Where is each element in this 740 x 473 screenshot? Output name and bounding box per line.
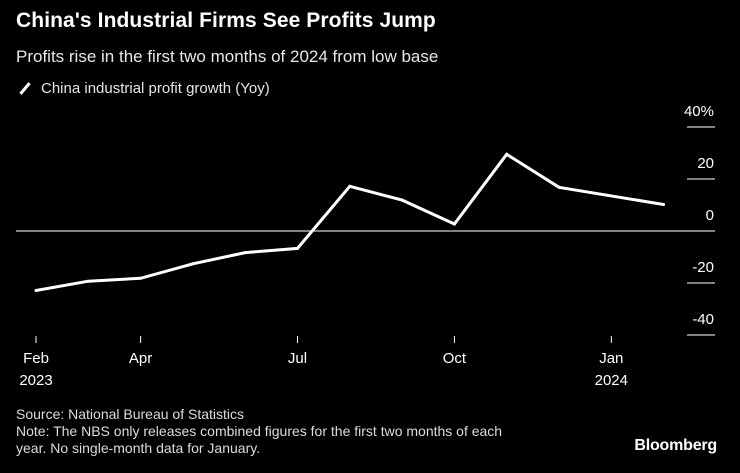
data-point <box>452 222 456 226</box>
x-tick-year-label: 2024 <box>595 372 628 389</box>
note-line-2: year. No single-month data for January. <box>16 440 261 456</box>
data-point <box>662 203 666 206</box>
bloomberg-logo: Bloomberg <box>634 437 717 454</box>
source-text: Source: National Bureau of Statistics <box>16 406 245 422</box>
data-point <box>348 184 352 188</box>
y-tick-label: 0 <box>706 207 714 224</box>
data-point <box>557 185 561 189</box>
y-tick-label: 40% <box>684 103 714 120</box>
data-point <box>400 198 404 202</box>
x-tick-label: Feb <box>23 350 49 367</box>
data-point <box>86 279 90 283</box>
chart-title: China's Industrial Firms See Profits Jum… <box>16 9 436 32</box>
data-point <box>139 276 143 280</box>
data-point <box>191 262 195 266</box>
x-tick-year-label: 2023 <box>19 372 52 389</box>
data-point <box>243 251 247 255</box>
chart-subtitle: Profits rise in the first two months of … <box>16 47 439 66</box>
footer: Source: National Bureau of Statistics No… <box>16 406 502 457</box>
x-tick-label: Jan <box>599 350 623 367</box>
x-tick-label: Jul <box>288 350 307 367</box>
line-chart: 40% 20 0 -20 -40 Feb 2023 Apr Jul Oct Jan 2024 <box>16 103 715 389</box>
y-tick-label: 20 <box>697 155 714 172</box>
x-tick-label: Oct <box>443 350 467 367</box>
data-point <box>296 246 299 250</box>
note-line-1: Note: The NBS only releases combined fig… <box>16 423 503 439</box>
y-tick-label: -40 <box>692 311 714 328</box>
legend: China industrial profit growth (Yoy) <box>16 80 270 97</box>
series-line <box>35 152 664 292</box>
x-tick-label: Apr <box>129 350 152 367</box>
legend-label: China industrial profit growth (Yoy) <box>41 80 270 97</box>
y-tick-label: -20 <box>692 259 714 276</box>
data-point <box>505 152 509 156</box>
data-point <box>34 289 38 292</box>
